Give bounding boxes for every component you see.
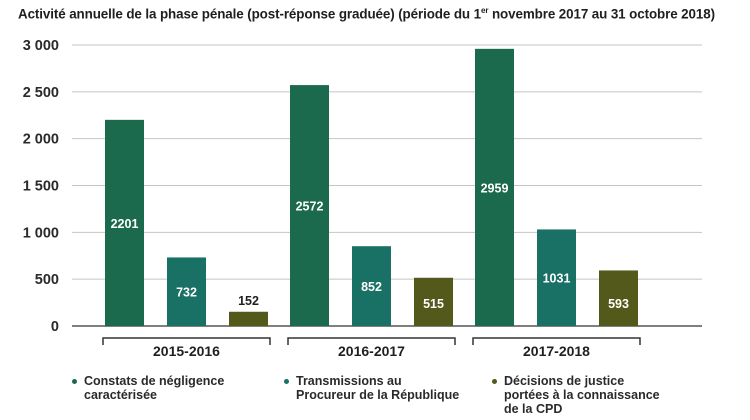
legend-item-constats: Constats de négligence caractérisée	[72, 374, 282, 402]
bar	[599, 270, 638, 326]
bar-value-label: 732	[176, 286, 197, 300]
bar	[414, 277, 453, 326]
chart-title: Activité annuelle de la phase pénale (po…	[18, 6, 715, 21]
chart-title-main: Activité annuelle de la phase pénale (po…	[18, 6, 481, 22]
bar-value-label: 852	[361, 280, 382, 294]
chart-title-superscript: er	[480, 6, 489, 15]
bar	[475, 48, 514, 326]
bar-value-label: 152	[238, 294, 259, 308]
legend-item-decisions: Décisions de justice portées à la connai…	[492, 374, 727, 416]
legend-marker-icon	[492, 379, 497, 384]
category-bracket	[472, 337, 641, 345]
bar	[290, 85, 329, 327]
bar-value-labels: 2201 732 152 2572 852 515 2959 1031 593	[111, 181, 629, 311]
category-label: 2015-2016	[153, 343, 220, 359]
y-tick-label: 0	[51, 319, 59, 335]
bar-value-label: 2572	[296, 200, 324, 214]
y-tick-label: 3 000	[23, 38, 59, 54]
bar-value-label: 2959	[481, 181, 509, 195]
legend-label: Transmissions au Procureur de la Républi…	[296, 374, 460, 402]
bar	[229, 311, 268, 326]
bar	[537, 229, 576, 326]
category-bracket	[102, 337, 271, 345]
legend-marker-icon	[284, 379, 289, 384]
legend-item-transmissions: Transmissions au Procureur de la Républi…	[284, 374, 494, 402]
y-tick-label: 1 500	[23, 179, 59, 195]
legend-marker-icon	[72, 379, 77, 384]
y-tick-label: 2 000	[23, 132, 59, 148]
bar-value-label: 2201	[111, 217, 139, 231]
category-label: 2017-2018	[523, 343, 590, 359]
bar	[352, 246, 391, 326]
category-axis: 2015-2016 2016-2017 2017-2018	[102, 337, 641, 359]
chart-title-end: novembre 2017 au 31 octobre 2018)	[488, 6, 715, 22]
bar-value-label: 515	[423, 297, 444, 311]
category-bracket	[287, 337, 456, 345]
y-tick-label: 500	[35, 272, 59, 288]
y-tick-label: 1 000	[23, 225, 59, 241]
bar-value-label: 593	[608, 297, 629, 311]
bar-value-label: 1031	[543, 272, 571, 286]
y-axis-tick-labels: 0 500 1 000 1 500 2 000 2 500 3 000	[23, 38, 59, 335]
legend-label: Constats de négligence caractérisée	[84, 374, 225, 402]
bar	[167, 257, 206, 326]
legend-label: Décisions de justice portées à la connai…	[504, 374, 660, 416]
bars	[105, 48, 638, 327]
category-label: 2016-2017	[338, 343, 405, 359]
y-tick-label: 2 500	[23, 85, 59, 101]
bar	[105, 119, 144, 327]
